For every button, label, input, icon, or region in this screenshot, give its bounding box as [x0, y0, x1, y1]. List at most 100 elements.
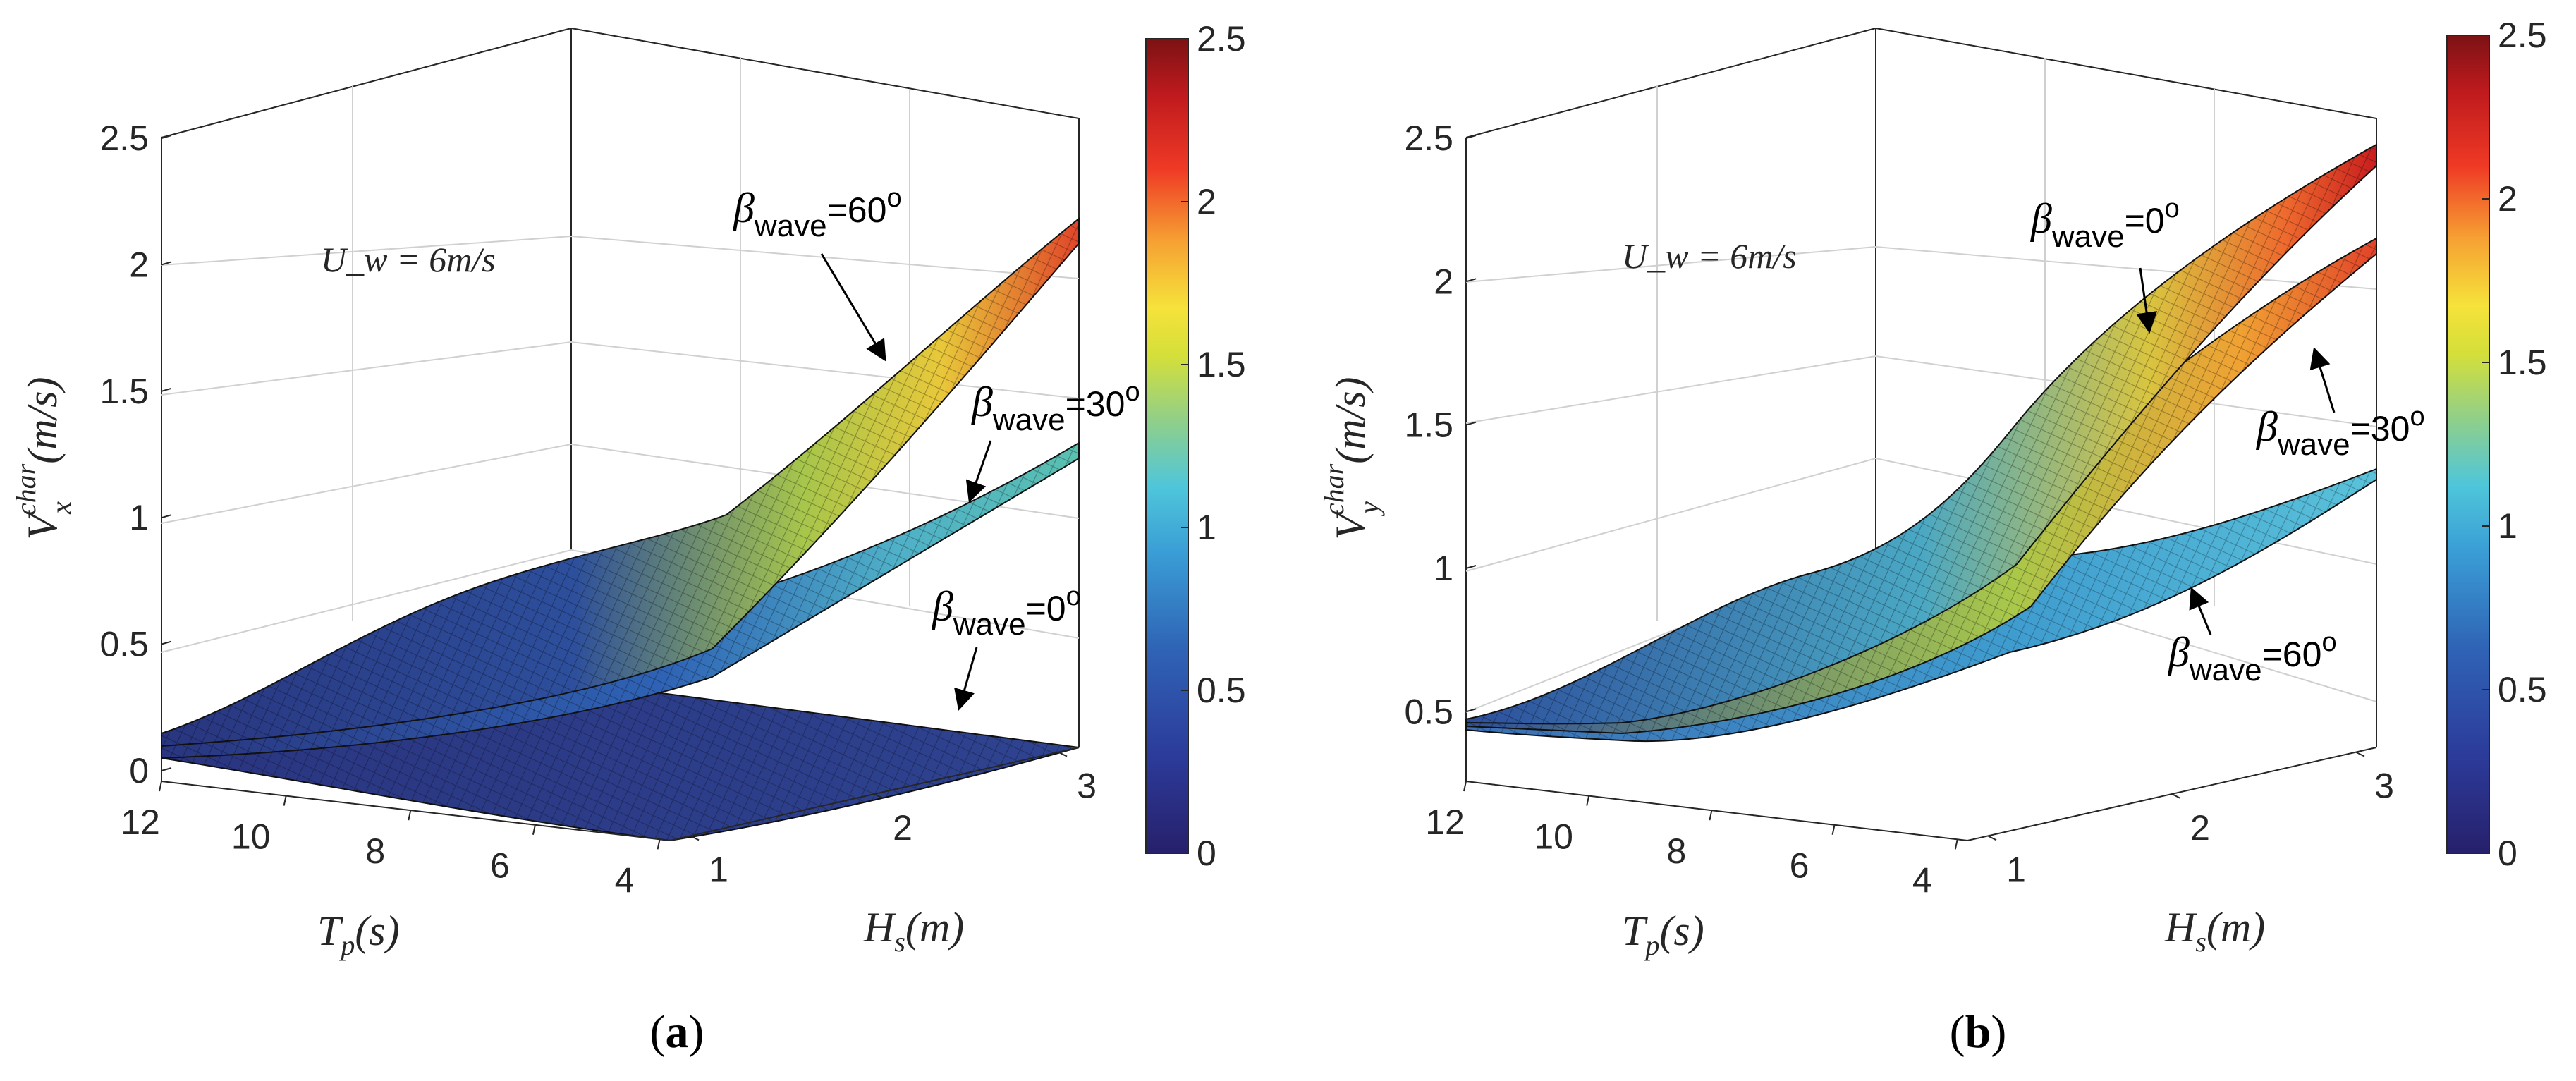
surfaces-b [1465, 143, 2377, 743]
hs-ticks-a: 1 2 3 [690, 751, 1097, 889]
tp-tick-mark [657, 839, 661, 850]
colorbar-tick-label: 0 [1197, 833, 1216, 873]
svg-text:βwave=60o: βwave=60o [733, 183, 902, 243]
wind-speed-label-b: U_w = 6m/s [1622, 236, 1797, 276]
wind-speed-label-a: U_w = 6m/s [321, 240, 496, 279]
svg-text:Vxchar(m/s): Vxchar(m/s) [10, 377, 77, 539]
tp-tick-label: 10 [1534, 817, 1573, 857]
tp-tick-label: 4 [615, 860, 635, 900]
z-tick-mark [1465, 708, 1477, 713]
colorbar-tick-label: 0.5 [1197, 671, 1246, 710]
tp-tick-mark [159, 781, 162, 792]
tp-ticks-a: 12 10 8 6 4 [121, 781, 661, 900]
colorbar-tick-label: 1 [1197, 508, 1216, 547]
z-tick-mark [161, 135, 172, 139]
z-tick-label: 2.5 [1404, 118, 1453, 158]
annotation-b-beta60: βwave=60o [2168, 587, 2337, 688]
tp-tick-label: 12 [121, 802, 160, 842]
hs-tick-mark [2355, 751, 2365, 757]
tp-tick-mark [1709, 810, 1713, 821]
tp-tick-mark [408, 810, 412, 821]
annotation-a-beta30: βwave=30o [965, 377, 1140, 503]
z-tick-label: 1 [1434, 549, 1453, 588]
svg-text:βwave=60o: βwave=60o [2168, 628, 2337, 688]
colorbar-tick-label: 2.5 [2498, 16, 2547, 55]
colorbar-tick-label: 0 [2498, 833, 2517, 873]
z-tick-mark [1465, 565, 1477, 569]
annotation-b-beta0: βwave=0o [2030, 194, 2180, 334]
colorbar-tick-label: 2 [1197, 182, 1216, 221]
colorbar-tick-label: 1 [2498, 506, 2517, 546]
tp-axis-label-a: Tp(s) [317, 908, 400, 961]
tp-tick-label: 6 [1790, 846, 1809, 886]
z-tick-label: 1 [129, 498, 149, 537]
panel-b: 0.511.522.5 12 10 8 6 4 123 Vychar(m/s) Tp(s… [1318, 16, 2547, 1058]
gridlines-a [161, 58, 1080, 653]
colorbar-b: 0 0.5 1 1.5 2 2.5 [2446, 16, 2547, 873]
colorbar-tick-label: 2.5 [1197, 19, 1246, 59]
z-tick-label: 2 [129, 245, 149, 284]
panel-label-b: (b) [1950, 1006, 2007, 1058]
annotation-a-beta0: βwave=0o [932, 582, 1081, 711]
z-tick-label: 1.5 [99, 372, 149, 411]
annotation-b-beta30: βwave=30o [2256, 347, 2425, 462]
svg-text:βwave=0o: βwave=0o [932, 582, 1081, 642]
tp-tick-mark [1831, 824, 1836, 835]
z-tick-mark [161, 387, 172, 392]
hs-ticks-b: 1 2 3 [1987, 751, 2394, 889]
hs-tick-mark [1058, 751, 1068, 757]
hs-tick-mark [2171, 793, 2181, 799]
z-tick-label: 0 [129, 751, 149, 790]
tp-tick-label: 10 [231, 817, 271, 857]
hs-tick-label: 1 [709, 850, 728, 889]
z-tick-label: 0.5 [99, 625, 149, 664]
tp-tick-label: 4 [1912, 860, 1932, 900]
colorbar-tick-label: 1.5 [1197, 345, 1246, 384]
z-ticks-b: 0.5 1 1.5 2 2.5 [1404, 118, 1477, 731]
hs-tick-label: 1 [2006, 850, 2026, 889]
hs-tick-mark [874, 793, 884, 799]
panel-a: 00.511.522.5 12 10 8 6 4 123 Vxchar(m/s) Tp(… [10, 19, 1246, 1058]
tp-tick-label: 12 [1425, 802, 1465, 842]
z-axis-label-a: Vxchar(m/s) [10, 377, 77, 539]
z-tick-mark [161, 767, 172, 771]
tp-tick-label: 6 [490, 846, 510, 886]
hs-axis-label-a: Hs(m) [863, 904, 964, 958]
tp-tick-label: 8 [1666, 831, 1686, 871]
colorbar-tick-label: 0.5 [2498, 670, 2547, 709]
z-tick-label: 1.5 [1404, 405, 1453, 445]
annotation-a-beta60: βwave=60o [733, 183, 902, 362]
z-ticks-a: 0 0.5 1 1.5 2 2.5 [99, 118, 172, 790]
colorbar-a: 0 0.5 1 1.5 2 2.5 [1145, 19, 1246, 873]
colorbar-tick-label: 1.5 [2498, 343, 2547, 382]
tp-tick-mark [1954, 839, 1958, 850]
tp-ticks-b: 12 10 8 6 4 [1425, 781, 1958, 900]
z-tick-mark [1465, 135, 1477, 139]
tp-tick-mark [1463, 781, 1467, 792]
colorbar-tick-label: 2 [2498, 179, 2517, 219]
panel-label-a: (a) [650, 1006, 704, 1058]
svg-text:βwave=30o: βwave=30o [971, 377, 1140, 437]
tp-axis-label-b: Tp(s) [1622, 908, 1704, 961]
axes-box-b [1465, 28, 2377, 781]
z-tick-label: 0.5 [1404, 692, 1453, 731]
z-tick-label: 2.5 [99, 118, 149, 158]
tp-tick-mark [532, 824, 536, 835]
svg-text:βwave=30o: βwave=30o [2256, 402, 2425, 462]
z-tick-mark [161, 514, 172, 519]
hs-tick-label: 3 [2374, 767, 2394, 806]
hs-tick-mark [1987, 835, 1997, 841]
z-tick-label: 2 [1434, 262, 1453, 301]
hs-tick-label: 2 [2190, 808, 2210, 848]
hs-tick-mark [690, 835, 700, 841]
tp-tick-label: 8 [365, 831, 385, 871]
z-tick-mark [1465, 421, 1477, 426]
svg-text:Vychar(m/s): Vychar(m/s) [1318, 377, 1385, 539]
hs-tick-label: 3 [1077, 767, 1097, 806]
hs-axis-label-b: Hs(m) [2164, 904, 2265, 958]
z-tick-mark [1465, 278, 1477, 283]
z-tick-mark [161, 261, 172, 266]
svg-text:βwave=0o: βwave=0o [2030, 194, 2180, 254]
bottom-axes-b [1465, 747, 2377, 841]
